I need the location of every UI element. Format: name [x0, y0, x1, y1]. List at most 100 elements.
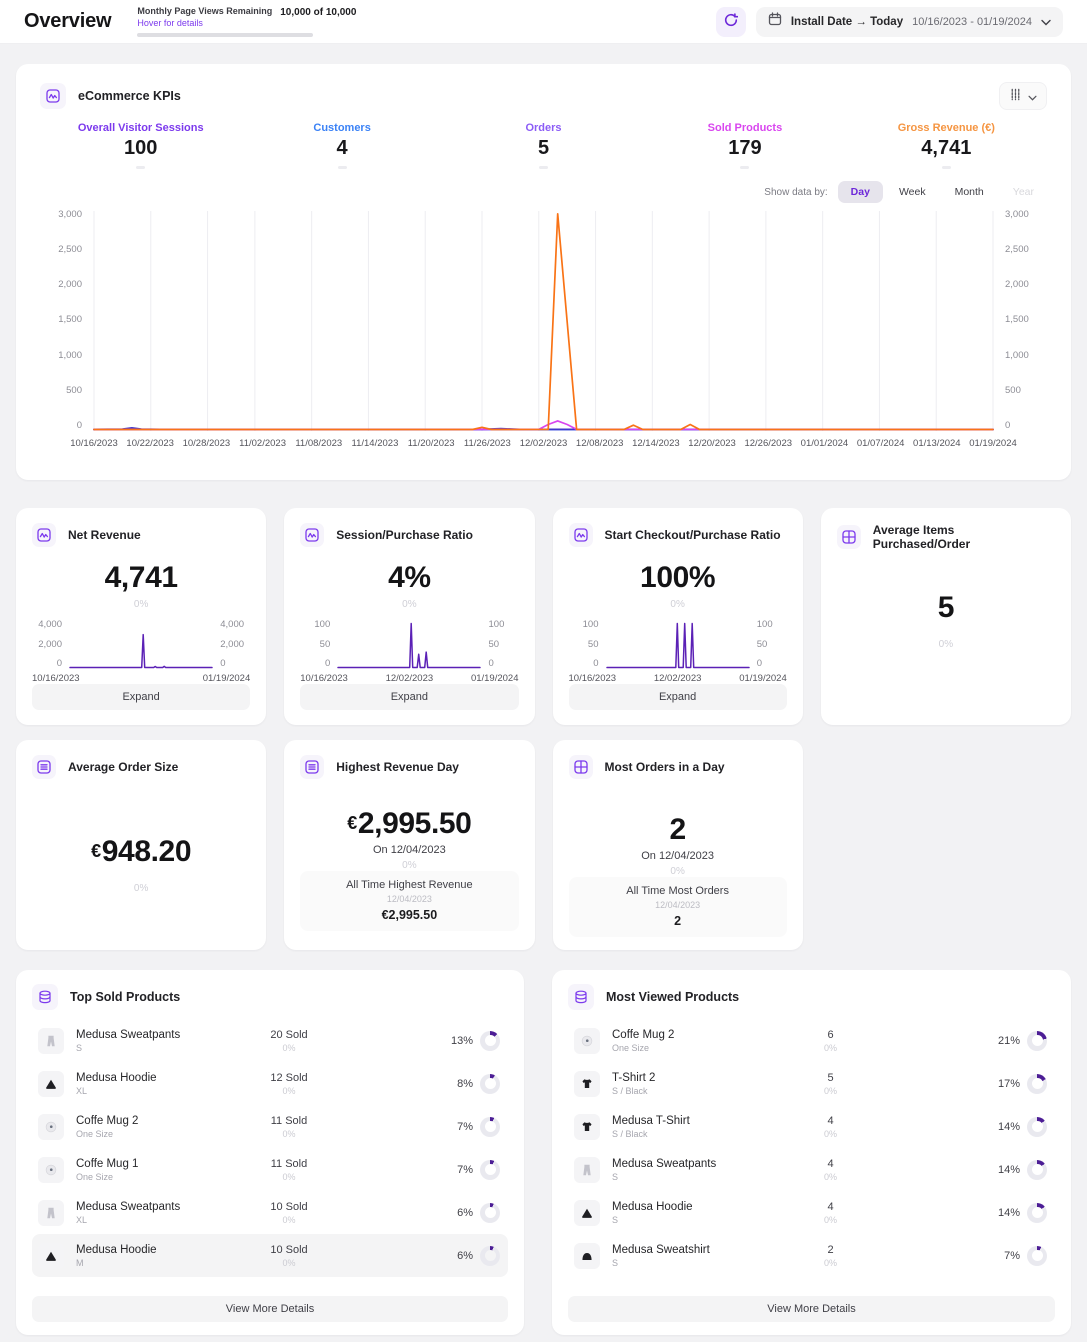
product-row[interactable]: Medusa Hoodie S 4 0% 14% — [568, 1191, 1055, 1234]
y-tick-label: 2,000 — [58, 279, 82, 291]
kpi-value: 179 — [728, 137, 762, 159]
x-tick-label: 12/02/2023 — [653, 673, 702, 684]
change-badge: 0% — [133, 599, 149, 610]
average-items-value: 5 — [937, 591, 955, 624]
product-count: 10 Sold — [270, 1243, 308, 1256]
y-tick-label: 0 — [76, 419, 82, 431]
product-row[interactable]: Medusa Hoodie XL 12 Sold 0% 8% — [32, 1062, 508, 1105]
view-more-details-button[interactable]: View More Details — [32, 1296, 508, 1322]
checkout-purchase-ratio-card: Start Checkout/Purchase Ratio 100% 0% 10… — [552, 508, 803, 725]
refresh-button[interactable] — [715, 6, 746, 37]
view-more-details-button[interactable]: View More Details — [568, 1296, 1055, 1322]
product-name: Medusa Hoodie — [76, 1071, 157, 1084]
product-name: Medusa Sweatpants — [76, 1200, 181, 1213]
x-tick-label: 01/13/2024 — [913, 438, 961, 449]
kpi-value: 100 — [124, 137, 158, 159]
product-share-percent: 7% — [457, 1163, 473, 1176]
card-title: Session/Purchase Ratio — [336, 528, 473, 542]
card-title: Highest Revenue Day — [336, 760, 459, 774]
product-share-block: 6% — [344, 1202, 502, 1223]
product-share-percent: 21% — [997, 1034, 1020, 1047]
product-name: Medusa Sweatshirt — [612, 1243, 710, 1256]
kpi-label: Gross Revenue (€) — [897, 122, 995, 134]
change-badge: 0% — [938, 639, 954, 650]
hover-for-details-link[interactable]: Hover for details — [137, 18, 203, 28]
y-tick-label: 50 — [488, 638, 500, 650]
product-share-percent: 14% — [997, 1163, 1020, 1176]
ecommerce-kpis-card: eCommerce KPIs Overall Visitor Sessions 1… — [16, 64, 1071, 480]
show-data-by-option-week[interactable]: Week — [898, 186, 926, 198]
average-order-size-value: €948.20 — [91, 835, 192, 868]
product-count: 4 — [827, 1157, 834, 1170]
sweatpants-icon — [38, 1199, 64, 1226]
calendar-icon — [768, 12, 782, 31]
product-variant: S / Black — [612, 1085, 648, 1096]
product-share-block: 7% — [886, 1245, 1050, 1266]
product-count-block: 5 0% — [776, 1072, 886, 1096]
net-revenue-value: 4,741 — [104, 561, 178, 594]
y-tick-label: 0 — [593, 658, 599, 669]
y-tick-label: 50 — [319, 638, 331, 650]
spark-y-right: 100 50 0 — [481, 619, 519, 669]
product-info: Medusa Sweatshirt S — [612, 1244, 776, 1268]
chart-settings-button[interactable] — [999, 82, 1047, 110]
most-viewed-products-card: Most Viewed Products Coffe Mug 2 One Size… — [552, 970, 1071, 1335]
all-time-label: All Time Most Orders — [626, 885, 729, 897]
product-share-block: 8% — [344, 1073, 502, 1094]
product-count-block: 4 0% — [776, 1115, 886, 1139]
product-variant: S — [76, 1042, 83, 1053]
product-row[interactable]: Medusa Sweatpants S 4 0% 14% — [568, 1148, 1055, 1191]
product-variant: S — [612, 1257, 619, 1268]
product-row[interactable]: Medusa T-Shirt S / Black 4 0% 14% — [568, 1105, 1055, 1148]
y-tick-label: 500 — [1005, 384, 1021, 396]
y-tick-label: 0 — [1005, 419, 1011, 431]
x-tick-label: 01/07/2024 — [856, 438, 905, 449]
product-row[interactable]: Coffe Mug 2 One Size 11 Sold 0% 7% — [32, 1105, 508, 1148]
product-row[interactable]: Medusa Hoodie M 10 Sold 0% 6% — [32, 1234, 508, 1277]
product-row[interactable]: Medusa Sweatshirt S 2 0% 7% — [568, 1234, 1055, 1277]
x-tick-label: 10/16/2023 — [70, 438, 118, 449]
highest-revenue-date: On 12/04/2023 — [372, 844, 446, 856]
product-share-percent: 17% — [997, 1077, 1020, 1090]
mug-icon — [38, 1156, 64, 1183]
x-tick-label: 11/14/2023 — [351, 438, 399, 449]
product-row[interactable]: Medusa Sweatpants XL 10 Sold 0% 6% — [32, 1191, 508, 1234]
grid-icon — [836, 525, 861, 549]
product-count: 20 Sold — [270, 1028, 308, 1041]
x-tick-label: 12/14/2023 — [632, 438, 680, 449]
expand-button[interactable]: Expand — [32, 684, 251, 710]
share-donut-chart — [1027, 1030, 1047, 1051]
all-time-date: 12/04/2023 — [386, 894, 432, 904]
page-views-label: Monthly Page Views Remaining — [137, 6, 273, 16]
y-tick-label: 0 — [324, 658, 331, 669]
product-row[interactable]: Coffe Mug 2 One Size 6 0% 21% — [568, 1019, 1055, 1062]
product-variant: One Size — [76, 1171, 114, 1182]
kpi-label: Orders — [525, 122, 562, 134]
product-row[interactable]: Medusa Sweatpants S 20 Sold 0% 13% — [32, 1019, 508, 1062]
product-change: 0% — [282, 1214, 296, 1225]
x-tick-label: 01/19/2024 — [470, 673, 519, 684]
spark-x-labels: 10/16/2023 01/19/2024 — [32, 673, 250, 684]
date-range-value: 10/16/2023 - 01/19/2024 — [912, 15, 1032, 28]
product-share-percent: 14% — [997, 1206, 1020, 1219]
x-tick-label: 11/02/2023 — [239, 438, 286, 449]
product-row[interactable]: Coffe Mug 1 One Size 11 Sold 0% 7% — [32, 1148, 508, 1191]
card-title: Average Items Purchased/Order — [872, 523, 971, 551]
product-variant: One Size — [612, 1042, 650, 1053]
date-range-picker[interactable]: Install Date → Today 10/16/2023 - 01/19/… — [755, 6, 1063, 37]
date-preset-label: Install Date → Today — [790, 15, 904, 28]
x-tick-label: 01/19/2024 — [739, 673, 787, 684]
all-time-label: All Time Highest Revenue — [346, 879, 473, 891]
share-donut-chart — [480, 1030, 500, 1051]
all-time-value: 2 — [674, 914, 682, 928]
product-name: Coffe Mug 1 — [76, 1157, 139, 1170]
product-share-block: 14% — [886, 1159, 1050, 1180]
expand-button[interactable]: Expand — [568, 684, 787, 710]
show-data-by-option-month[interactable]: Month — [954, 186, 984, 198]
product-share-percent: 7% — [1004, 1249, 1020, 1262]
show-data-by-option-day[interactable]: Day — [837, 181, 883, 203]
sweatpants-icon — [574, 1156, 600, 1183]
expand-button[interactable]: Expand — [300, 684, 519, 710]
